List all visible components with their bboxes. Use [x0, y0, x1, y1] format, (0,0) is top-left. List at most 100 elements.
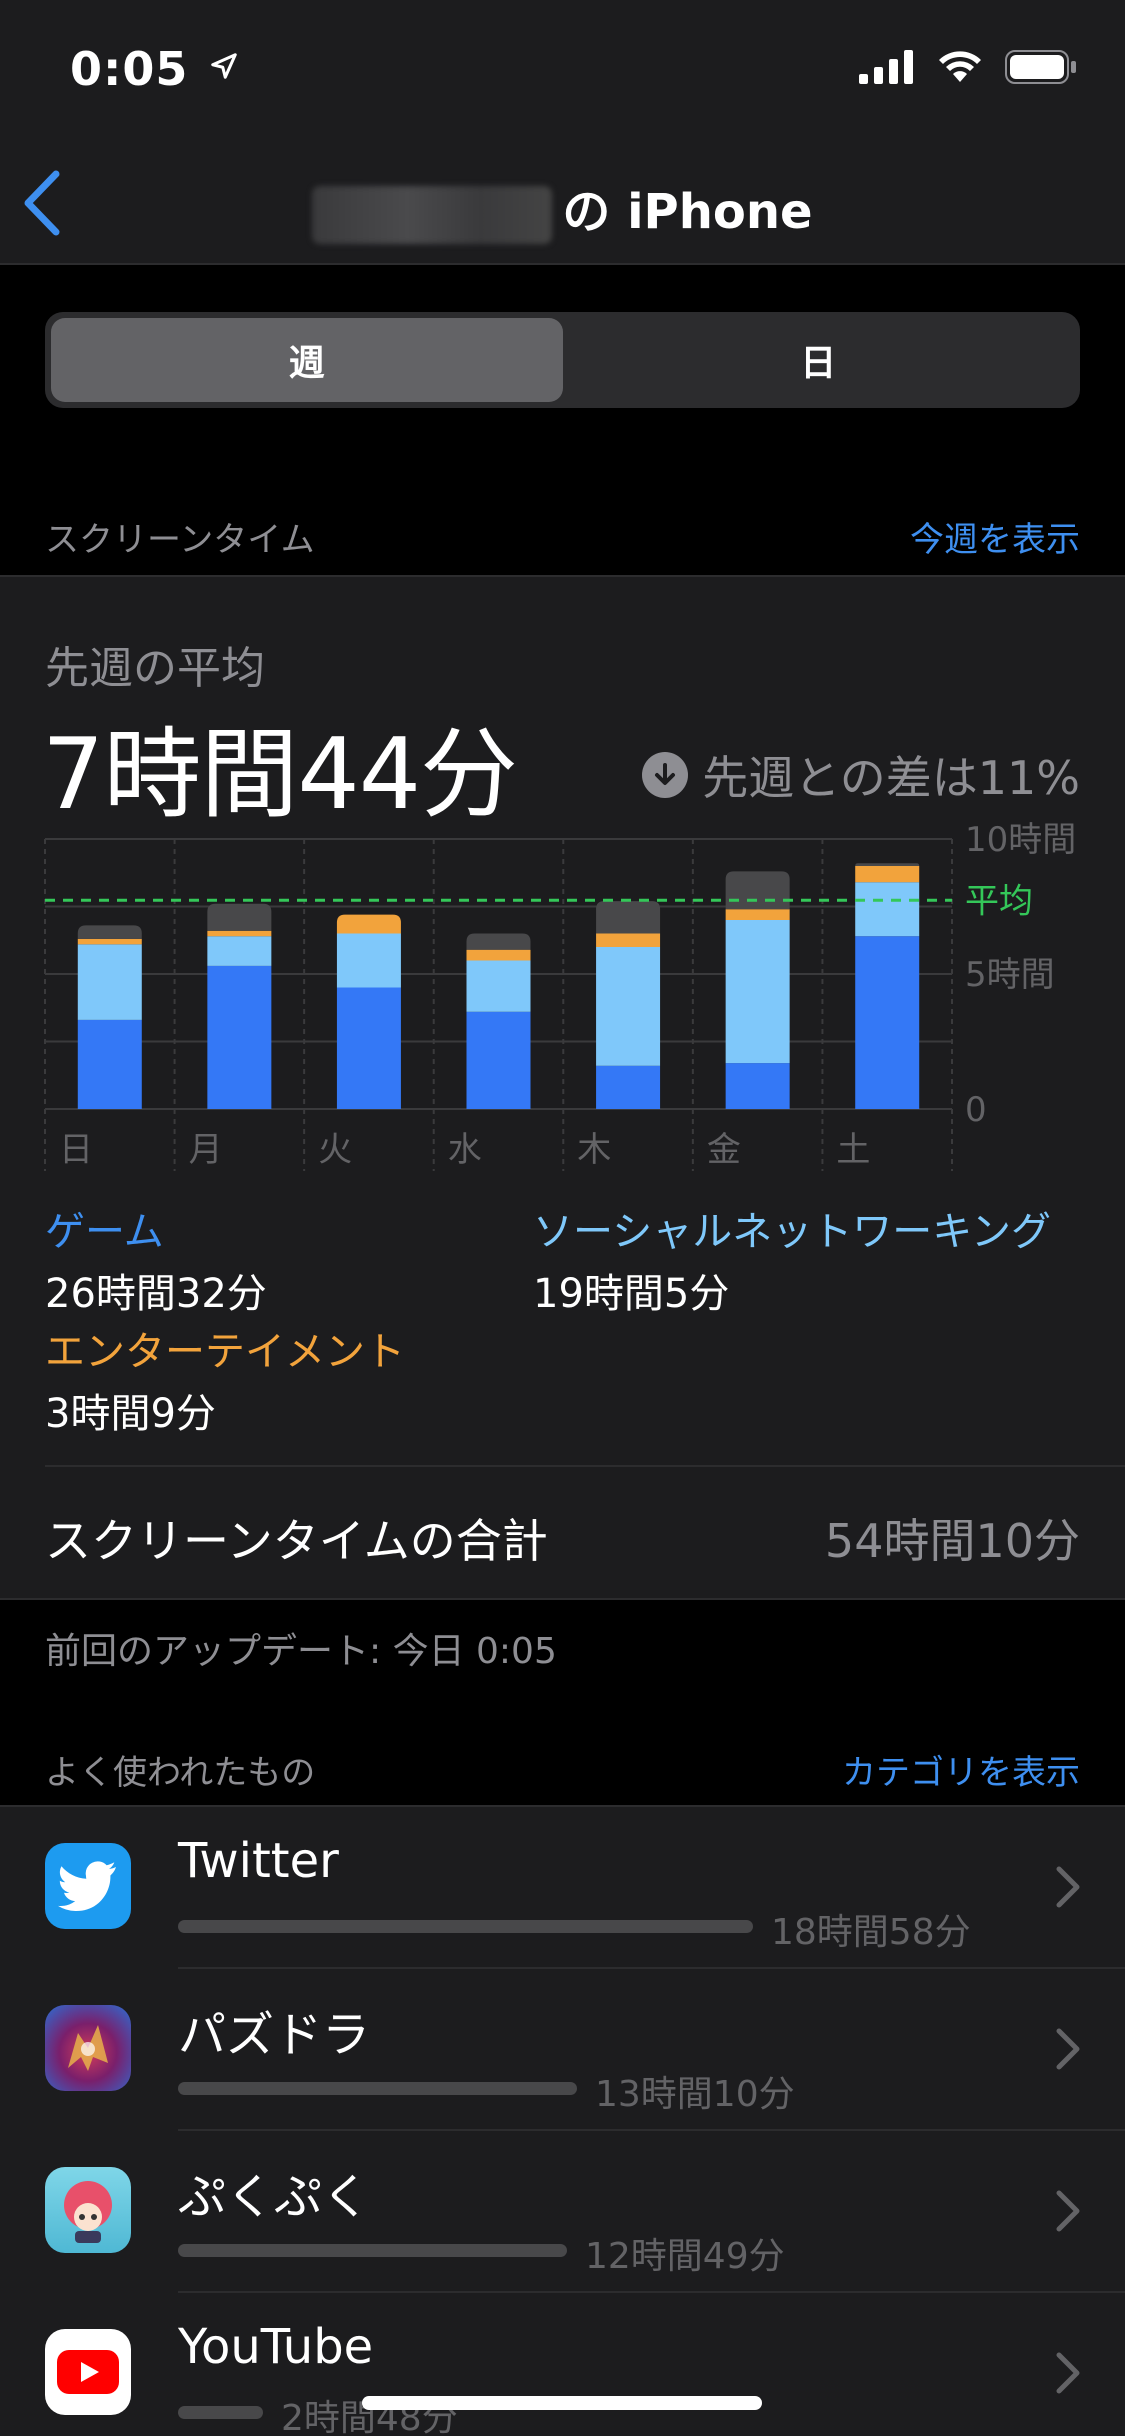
puzzle-dragons-icon [45, 2005, 131, 2091]
bar-segment [77, 938, 142, 945]
screen-time-section-header: スクリーンタイム 今週を表示 [0, 502, 1125, 562]
x-tick-label: 金 [707, 1130, 741, 1170]
bar-segment [466, 933, 531, 950]
chevron-right-icon [1056, 1866, 1080, 1908]
bar-segment [466, 1011, 531, 1109]
status-bar: 0:05 [0, 0, 1125, 140]
chevron-right-icon [1056, 2028, 1080, 2070]
chevron-right-icon [1056, 2190, 1080, 2232]
app-usage-time: 13時間10分 [595, 2074, 795, 2115]
x-tick-label: 火 [318, 1130, 352, 1170]
section-title: よく使われたもの [45, 1753, 316, 1793]
legend-games: ゲーム 26時間32分 [45, 1199, 267, 1319]
legend-value: 19時間5分 [533, 1271, 730, 1317]
section-title: スクリーンタイム [45, 520, 315, 560]
x-tick-label: 月 [189, 1130, 223, 1170]
cellular-signal-icon [859, 50, 913, 84]
app-name: Twitter [178, 1833, 339, 1889]
chevron-left-icon [24, 170, 60, 236]
bar-segment [855, 866, 920, 883]
x-tick-label: 水 [448, 1130, 482, 1170]
bar-segment [855, 936, 920, 1109]
usage-bar [178, 2082, 577, 2095]
bar-segment [207, 930, 272, 937]
location-arrow-icon [211, 53, 238, 79]
bar-segment [725, 920, 790, 1064]
bar-segment [77, 1019, 142, 1109]
back-button[interactable] [18, 168, 88, 248]
show-this-week-link[interactable]: 今週を表示 [910, 520, 1080, 560]
bar-segment [725, 1063, 790, 1109]
segment-day[interactable]: 日 [800, 343, 837, 384]
show-categories-link[interactable]: カテゴリを表示 [842, 1753, 1080, 1793]
legend-value: 26時間32分 [45, 1271, 267, 1317]
app-row-twitter[interactable]: Twitter 18時間58分 [0, 1807, 1125, 1969]
bar-segment [725, 909, 790, 920]
total-label: スクリーンタイムの合計 [45, 1514, 548, 1568]
redacted-device-name [312, 186, 553, 244]
app-usage-time: 18時間58分 [771, 1912, 971, 1953]
usage-bar [178, 1920, 753, 1933]
bar-segment [596, 1065, 661, 1109]
most-used-apps-list: Twitter 18時間58分 パズドラ 13時間10分 ぷくぷく 12時間49… [0, 1805, 1125, 2436]
arrow-down-circle-icon [642, 752, 689, 798]
y-tick-label: 10時間 [965, 820, 1076, 860]
bar-segment [77, 944, 142, 1020]
bar-segment [207, 903, 272, 931]
wifi-icon [939, 51, 981, 82]
screen-time-card[interactable]: 先週の平均 7時間44分 先週との差は11% 日 月 火 水 木 金 土 平均 10時間 5時間 0… [0, 575, 1125, 1600]
bar-segment [77, 925, 142, 939]
app-usage-time: 12時間49分 [585, 2236, 785, 2277]
bar-segment [596, 901, 661, 934]
legend-category: ソーシャルネットワーキング [533, 1209, 1051, 1255]
pukupuku-icon [45, 2167, 131, 2253]
bar-segment [336, 933, 401, 988]
legend-category: ゲーム [45, 1209, 164, 1255]
y-tick-label: 5時間 [965, 955, 1055, 995]
app-row-youtube[interactable]: YouTube 2時間48分 [0, 2293, 1125, 2436]
bar-segment [336, 914, 401, 934]
legend-category: エンターテイメント [45, 1329, 405, 1375]
most-used-section-header: よく使われたもの カテゴリを表示 [0, 1735, 1125, 1795]
last-updated-text: 前回のアップデート: 今日 0:05 [45, 1631, 557, 1672]
status-time: 0:05 [70, 42, 239, 96]
navigation-bar: の iPhone [0, 140, 1125, 265]
bar-segment [855, 863, 920, 866]
app-row-puzzle-dragons[interactable]: パズドラ 13時間10分 [0, 1969, 1125, 2131]
battery-icon [1005, 50, 1076, 84]
average-label: 先週の平均 [45, 643, 265, 694]
app-name: YouTube [178, 2319, 374, 2375]
x-tick-label: 木 [577, 1130, 611, 1170]
legend-entertainment: エンターテイメント 3時間9分 [45, 1319, 405, 1439]
x-tick-label: 土 [836, 1130, 870, 1170]
twitter-icon [45, 1843, 131, 1929]
bar-segment [466, 949, 531, 961]
bar-segment [596, 933, 661, 947]
app-row-pukupuku[interactable]: ぷくぷく 12時間49分 [0, 2131, 1125, 2293]
period-segmented-control: 週 日 [45, 312, 1080, 408]
usage-bar [178, 2244, 567, 2257]
bar-segment [336, 987, 401, 1109]
week-difference: 先週との差は11% [642, 742, 1080, 808]
bar-segment [596, 947, 661, 1066]
legend-social: ソーシャルネットワーキング 19時間5分 [533, 1199, 1051, 1319]
usage-bar-chart: 日 月 火 水 木 金 土 平均 10時間 5時間 0 [44, 820, 1076, 1171]
bar-segment [725, 871, 790, 910]
total-value: 54時間10分 [824, 1514, 1080, 1568]
app-name: ぷくぷく [178, 2169, 371, 2225]
screen-time-total-row: スクリーンタイムの合計 54時間10分 [0, 1465, 1125, 1602]
average-value: 7時間44分 [42, 718, 518, 832]
bar-segment [466, 960, 531, 1012]
device-title: の iPhone [0, 172, 1125, 244]
usage-bar [178, 2406, 263, 2419]
average-label: 平均 [965, 881, 1033, 921]
difference-text: 先週との差は11% [702, 751, 1080, 805]
legend-value: 3時間9分 [45, 1391, 216, 1437]
segment-week[interactable]: 週 [51, 318, 563, 402]
x-tick-label: 日 [59, 1130, 93, 1170]
bar-segment [207, 965, 272, 1109]
bar-segment [855, 882, 920, 937]
home-indicator[interactable] [362, 2396, 762, 2410]
app-name: パズドラ [178, 2007, 371, 2063]
youtube-icon [45, 2329, 131, 2415]
